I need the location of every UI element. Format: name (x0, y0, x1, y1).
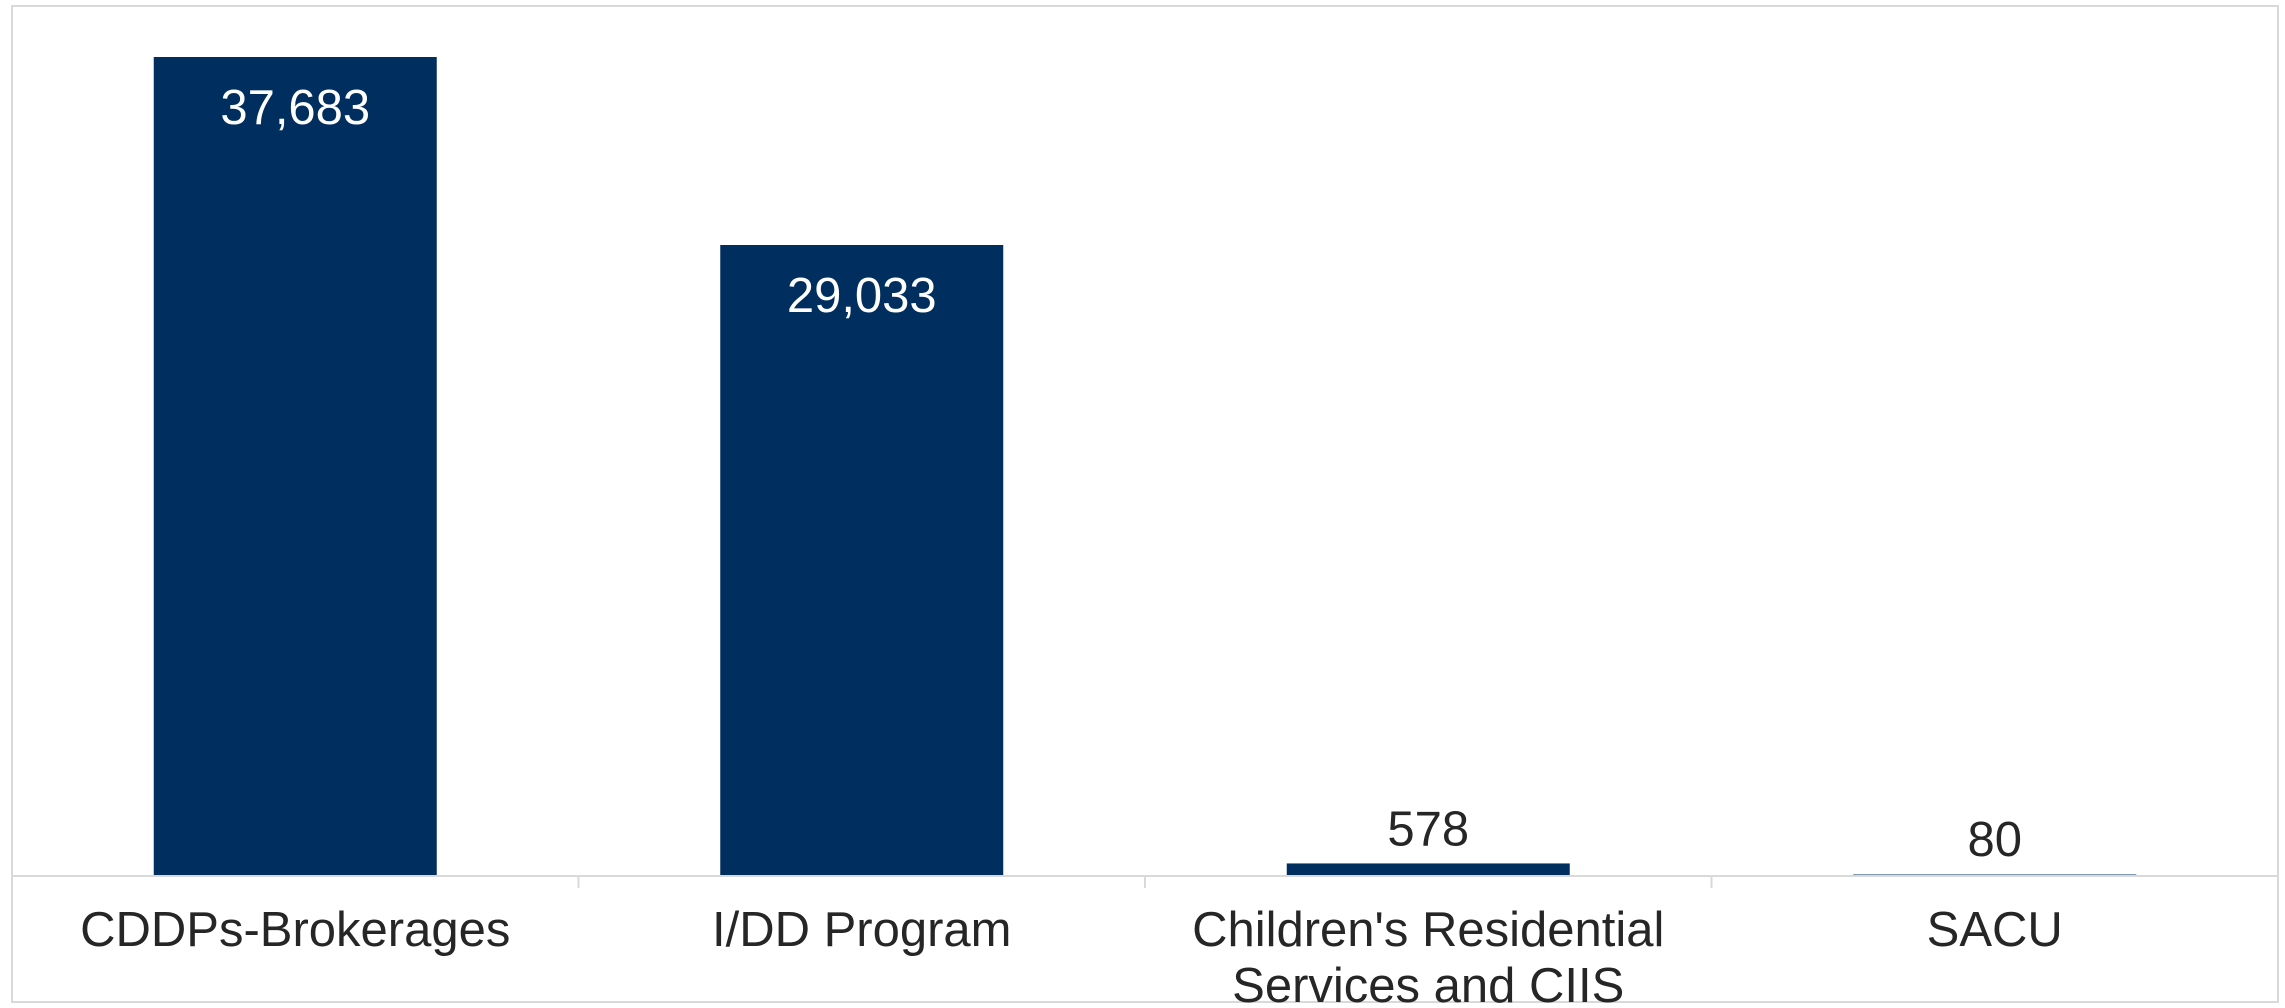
bar (720, 244, 1004, 877)
category-label: Services and CIIS (1232, 959, 1624, 1008)
chart-border (11, 5, 2279, 1003)
bars-layer (153, 57, 2137, 877)
data-label: 80 (1967, 813, 2022, 867)
category-label: CDDPs-Brokerages (80, 903, 510, 957)
data-label: 578 (1387, 802, 1469, 856)
x-axis-ticks (11, 876, 2279, 888)
data-label: 29,033 (787, 269, 937, 323)
data-label: 37,683 (220, 81, 370, 135)
category-label: I/DD Program (712, 903, 1012, 957)
category-label: Children's Residential (1192, 903, 1664, 957)
category-label: SACU (1927, 903, 2063, 957)
bar (153, 57, 437, 876)
labels-layer: 37,683 CDDPs-Brokerages 29,033 I/DD Program… (80, 81, 2063, 1008)
bar (1286, 863, 1570, 876)
